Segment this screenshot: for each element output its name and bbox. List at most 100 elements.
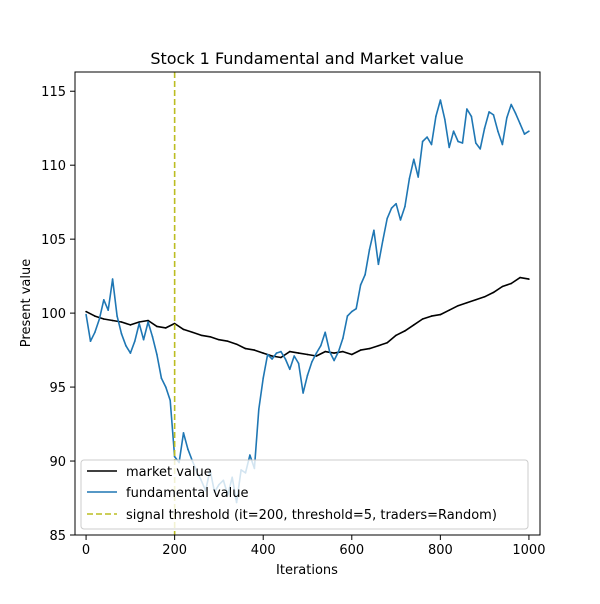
data-point-fundamental-value — [346, 315, 349, 317]
data-point-market-value — [244, 347, 247, 350]
legend: market value fundamental value signal th… — [80, 459, 529, 530]
data-point-fundamental-value — [483, 127, 486, 129]
data-point-fundamental-value — [452, 130, 455, 132]
data-point-market-value — [501, 285, 504, 288]
data-point-fundamental-value — [413, 158, 415, 161]
data-point-fundamental-value — [488, 111, 490, 113]
y-tick-label: 95 — [49, 381, 66, 396]
data-point-fundamental-value — [510, 103, 512, 106]
data-point-market-value — [147, 319, 149, 322]
data-point-fundamental-value — [116, 315, 118, 317]
data-point-fundamental-value — [444, 118, 446, 121]
data-point-fundamental-value — [173, 455, 176, 458]
data-point-market-value — [182, 328, 185, 331]
data-point-fundamental-value — [297, 362, 300, 365]
data-point-market-value — [377, 344, 380, 347]
data-point-fundamental-value — [417, 176, 420, 178]
data-point-fundamental-value — [187, 448, 189, 451]
x-axis-label: Iterations — [276, 563, 338, 578]
data-point-fundamental-value — [448, 146, 451, 149]
data-point-market-value — [165, 327, 167, 329]
data-point-market-value — [386, 341, 389, 344]
data-point-fundamental-value — [129, 352, 132, 354]
data-point-market-value — [475, 299, 477, 301]
data-point-market-value — [173, 322, 176, 325]
data-point-fundamental-value — [523, 133, 526, 135]
y-axis: 85 90 95 100 105 110 115 — [41, 85, 75, 544]
data-point-market-value — [156, 325, 158, 328]
data-point-fundamental-value — [377, 263, 380, 266]
data-point-fundamental-value — [306, 374, 309, 377]
data-point-fundamental-value — [337, 350, 340, 353]
data-point-market-value — [262, 352, 265, 354]
data-point-fundamental-value — [328, 350, 331, 353]
data-point-market-value — [430, 315, 433, 317]
data-point-fundamental-value — [470, 115, 473, 118]
data-point-market-value — [324, 350, 327, 353]
data-point-fundamental-value — [506, 117, 508, 119]
data-point-fundamental-value — [421, 140, 424, 143]
data-point-fundamental-value — [351, 310, 353, 313]
data-point-fundamental-value — [134, 340, 136, 343]
data-point-fundamental-value — [435, 115, 437, 118]
data-point-market-value — [342, 350, 344, 353]
legend-label-signal-threshold: signal threshold (it=200, threshold=5, t… — [126, 508, 497, 523]
x-tick-label: 0 — [82, 543, 90, 558]
data-point-market-value — [492, 291, 495, 294]
data-point-market-value — [297, 352, 300, 354]
data-point-market-value — [191, 331, 194, 334]
data-point-fundamental-value — [320, 344, 322, 347]
data-point-fundamental-value — [519, 123, 521, 125]
data-point-market-value — [271, 355, 273, 357]
y-tick-label: 105 — [41, 233, 66, 248]
data-point-fundamental-value — [103, 299, 105, 301]
data-point-fundamental-value — [151, 336, 154, 338]
data-point-fundamental-value — [492, 114, 495, 116]
x-tick-label: 1000 — [512, 543, 545, 558]
data-point-market-value — [280, 356, 282, 359]
data-point-market-value — [111, 319, 114, 322]
data-point-fundamental-value — [355, 307, 358, 310]
data-point-fundamental-value — [364, 273, 366, 276]
data-point-market-value — [200, 334, 202, 337]
data-point-fundamental-value — [342, 337, 344, 340]
plot-area — [74, 71, 541, 536]
legend-box — [80, 459, 529, 530]
data-point-fundamental-value — [94, 331, 96, 334]
data-point-fundamental-value — [182, 432, 185, 434]
data-point-fundamental-value — [386, 217, 389, 220]
data-point-fundamental-value — [311, 361, 313, 363]
x-axis: 0 200 400 600 800 1000 — [82, 535, 545, 558]
data-point-fundamental-value — [107, 309, 109, 312]
data-point-market-value — [404, 330, 406, 332]
y-tick-label: 90 — [49, 455, 66, 470]
data-point-fundamental-value — [430, 143, 433, 146]
data-point-fundamental-value — [501, 143, 504, 146]
data-point-fundamental-value — [275, 352, 278, 354]
data-point-fundamental-value — [426, 136, 428, 138]
data-point-fundamental-value — [258, 408, 260, 411]
data-point-market-value — [218, 338, 220, 341]
plot-frame — [74, 71, 541, 536]
data-point-fundamental-value — [466, 108, 468, 110]
data-point-fundamental-value — [142, 338, 145, 341]
data-point-market-value — [209, 336, 211, 338]
legend-label-fundamental-value: fundamental value — [126, 486, 249, 501]
data-point-fundamental-value — [98, 318, 101, 320]
data-point-market-value — [421, 318, 424, 320]
data-point-market-value — [351, 353, 353, 356]
data-point-market-value — [138, 321, 140, 323]
chart-title: Stock 1 Fundamental and Market value — [150, 49, 463, 68]
data-point-market-value — [413, 324, 415, 326]
x-tick-label: 600 — [339, 543, 364, 558]
data-point-fundamental-value — [156, 353, 158, 356]
data-point-market-value — [103, 318, 105, 320]
y-tick-label: 100 — [41, 307, 66, 322]
y-tick-label: 110 — [41, 159, 66, 174]
data-point-fundamental-value — [302, 392, 304, 394]
data-point-fundamental-value — [404, 205, 406, 208]
data-point-market-value — [466, 302, 468, 304]
data-point-market-value — [483, 296, 486, 298]
